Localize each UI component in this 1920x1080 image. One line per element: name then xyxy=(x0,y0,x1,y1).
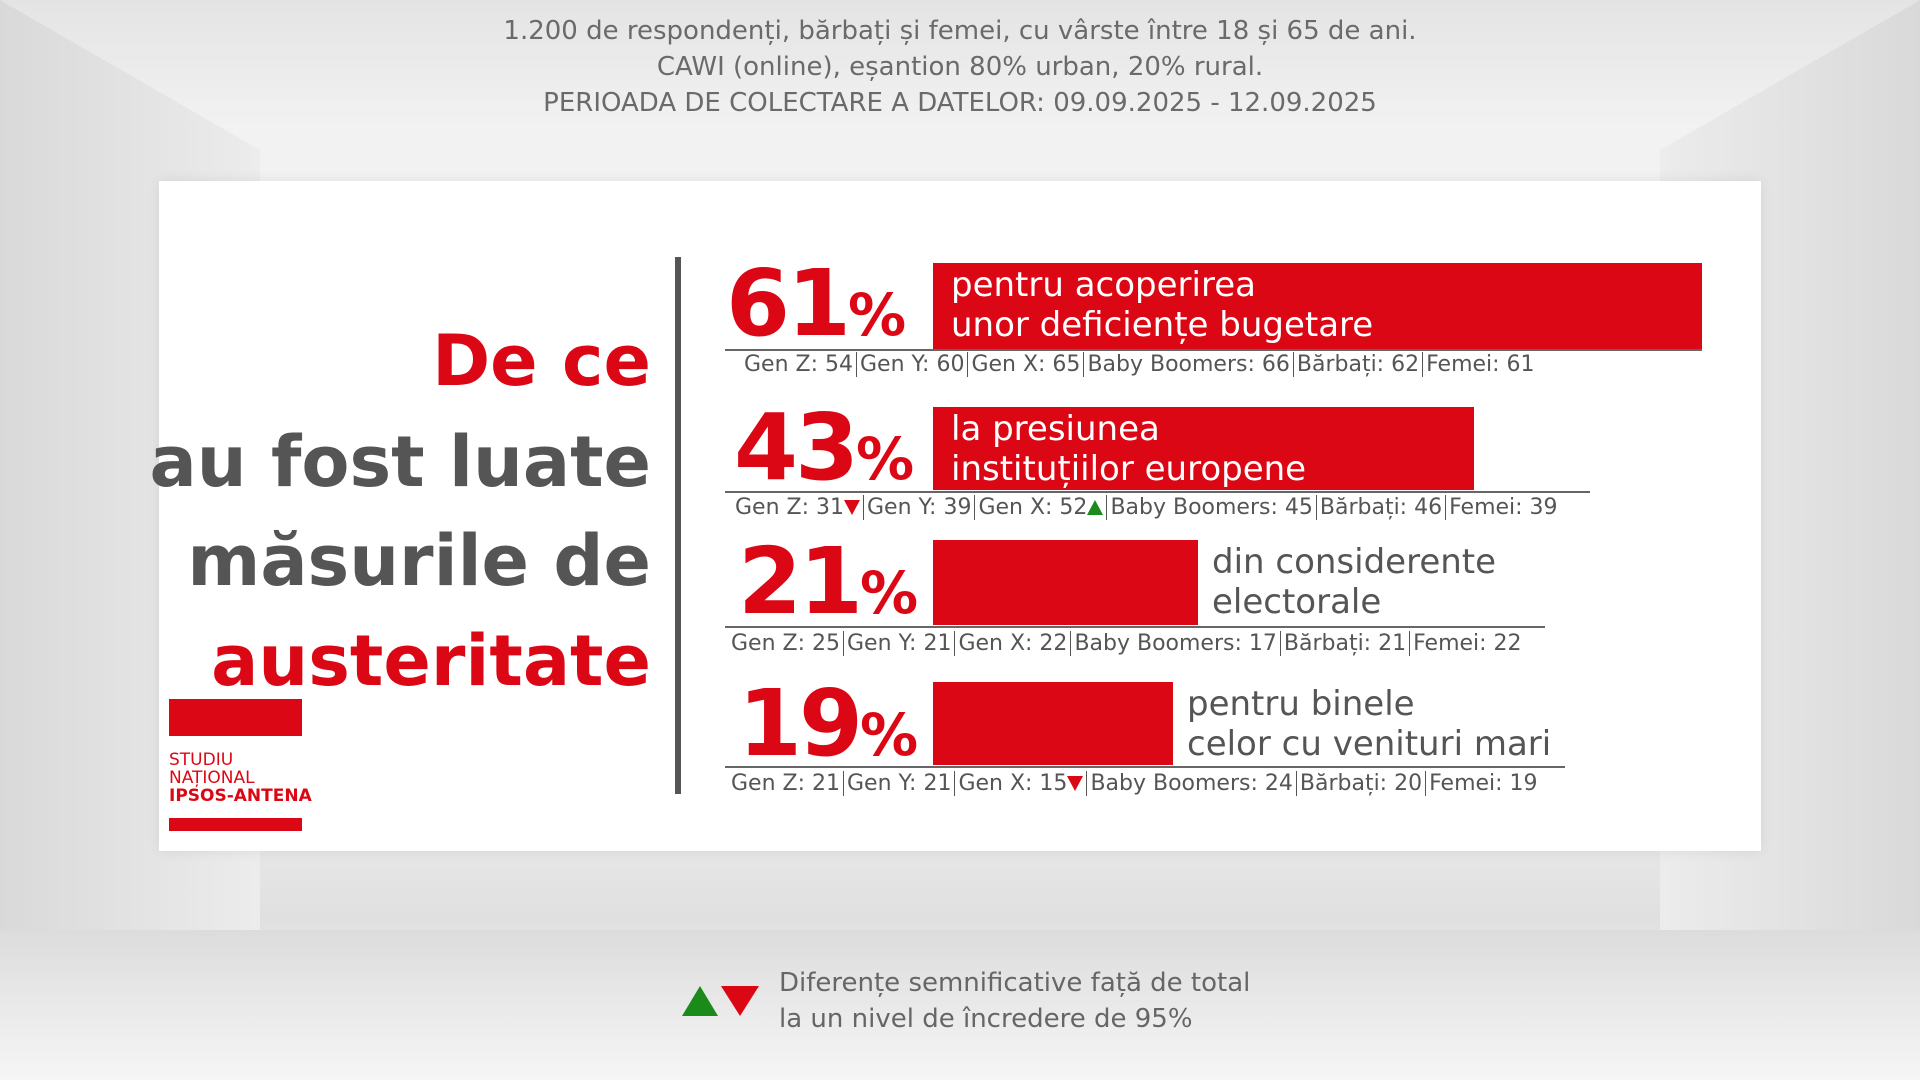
row-4-breakdown: Gen Z: 21 Gen Y: 21 Gen X: 15 Baby Boomers:… xyxy=(731,771,1538,796)
logo-text-3: IPSOS-ANTENA xyxy=(169,786,312,806)
logo-bar-top xyxy=(169,699,302,736)
row-4-underline xyxy=(725,766,1565,768)
row-4-label-1: pentru binele xyxy=(1187,684,1415,724)
row-3-label-2: electorale xyxy=(1212,582,1382,622)
row-3-bar xyxy=(933,540,1198,625)
row-1-label-1: pentru acoperirea xyxy=(951,265,1256,305)
row-2-label-1: la presiunea xyxy=(951,409,1160,449)
row-2-label-2: instituțiilor europene xyxy=(951,449,1307,489)
methodology-line-2: CAWI (online), eșantion 80% urban, 20% r… xyxy=(656,52,1264,82)
legend-up-triangle-icon xyxy=(682,986,718,1016)
methodology-line-1: 1.200 de respondenți, bărbați și femei, … xyxy=(503,16,1417,46)
row-3-underline xyxy=(725,626,1545,628)
row-3-percentage: 21% xyxy=(738,528,919,635)
row-1-underline xyxy=(725,349,1702,351)
legend-line-2: la un nivel de încredere de 95% xyxy=(779,1004,1193,1034)
title-line-3: măsurile de xyxy=(187,520,651,602)
logo-text-2: NAȚIONAL xyxy=(169,768,255,788)
row-2-bar xyxy=(933,407,1474,490)
logo-bar-bottom xyxy=(169,818,302,831)
row-2-underline xyxy=(725,491,1590,493)
row-1-percentage: 61% xyxy=(726,250,907,357)
logo-text-1: STUDIU xyxy=(169,750,234,770)
row-4-percentage: 19% xyxy=(738,670,919,777)
significant-decrease-icon xyxy=(1067,776,1084,791)
methodology-line-3: PERIOADA DE COLECTARE A DATELOR: 09.09.2… xyxy=(543,88,1377,118)
row-4-label-2: celor cu venituri mari xyxy=(1187,724,1552,764)
row-2-breakdown: Gen Z: 31 Gen Y: 39 Gen X: 52 Baby Boomers:… xyxy=(735,495,1558,520)
row-1-label-2: unor deficiențe bugetare xyxy=(951,305,1374,345)
row-1-bar xyxy=(933,263,1702,349)
background-floor xyxy=(0,930,1920,1080)
significant-decrease-icon xyxy=(844,500,860,515)
title-line-2: au fost luate xyxy=(149,421,651,503)
title-line-4: austeritate xyxy=(211,620,651,702)
row-3-label-1: din considerente xyxy=(1212,542,1497,582)
legend-line-1: Diferențe semnificative față de total xyxy=(779,968,1251,998)
row-3-breakdown: Gen Z: 25 Gen Y: 21 Gen X: 22 Baby Boomers:… xyxy=(731,631,1522,656)
significant-increase-icon xyxy=(1087,500,1104,515)
row-1-breakdown: Gen Z: 54 Gen Y: 60 Gen X: 65 Baby Boomers:… xyxy=(744,352,1535,377)
row-2-percentage: 43% xyxy=(734,394,915,501)
title-line-1: De ce xyxy=(432,320,651,402)
legend-down-triangle-icon xyxy=(721,986,759,1016)
vertical-divider xyxy=(675,257,681,794)
row-4-bar xyxy=(933,682,1173,765)
